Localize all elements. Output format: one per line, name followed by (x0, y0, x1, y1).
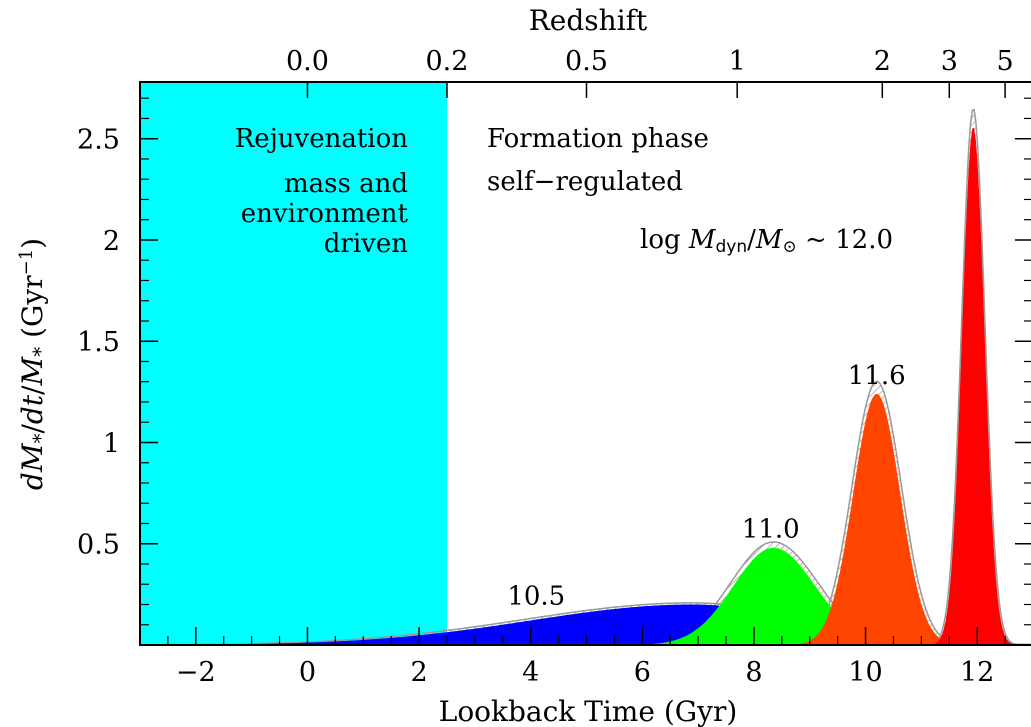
y-tick-label: 1.5 (77, 327, 120, 358)
top-tick-label: 0.5 (565, 46, 608, 77)
top-tick-label: 0.0 (286, 46, 329, 77)
series-labels: 10.5 11.0 11.6 (507, 361, 905, 612)
rejuvenation-line-3: driven (324, 229, 408, 259)
series-label: 10.5 (507, 581, 565, 611)
ticks (139, 82, 1031, 645)
top-tick-label: 1 (729, 46, 746, 77)
y-tick-label: 0.5 (77, 530, 120, 561)
series-label: 11.6 (848, 361, 906, 391)
series-label: 11.0 (742, 515, 800, 545)
y-axis-title: dM*/dt/M* (Gyr−1) (16, 238, 53, 490)
plot-frame (139, 81, 1031, 646)
x-tick-label: 6 (634, 657, 651, 688)
x-tick-label: 8 (745, 657, 762, 688)
formation-subtitle: self−regulated (487, 167, 683, 197)
mass-label: log Mdyn/M⊙ ~ 12.0 (640, 225, 893, 257)
series-fill-2 (140, 394, 1031, 645)
x-axis-title: Lookback Time (Gyr) (439, 695, 738, 727)
y-tick-label: 2.5 (77, 125, 120, 156)
curves (140, 108, 1031, 645)
envelope-upper-2 (140, 380, 1031, 645)
x-tick-label: −2 (176, 657, 216, 688)
top-axis-title: Redshift (529, 4, 648, 37)
rejuvenation-title: Rejuvenation (235, 124, 409, 154)
top-tick-label: 5 (997, 46, 1014, 77)
x-tick-label: 0 (299, 657, 316, 688)
rejuvenation-line-1: mass and (284, 169, 408, 199)
y-tick-label: 1 (103, 428, 120, 459)
x-tick-label: 12 (960, 657, 994, 688)
x-tick-label: 10 (848, 657, 882, 688)
top-tick-label: 3 (941, 46, 958, 77)
series-fill-1 (140, 547, 1031, 645)
top-tick-label: 0.2 (425, 46, 468, 77)
x-tick-label: 4 (522, 657, 539, 688)
shaded-region (140, 82, 447, 645)
y-tick-label: 2 (103, 226, 120, 257)
tick-labels: −2 0 2 4 6 8 10 120.511.522.50.0 0.2 0.5 1 2 3 5 (77, 46, 1014, 688)
formation-title: Formation phase (487, 124, 709, 154)
x-tick-label: 2 (410, 657, 427, 688)
top-tick-label: 2 (874, 46, 891, 77)
rejuvenation-line-2: environment (241, 199, 409, 229)
